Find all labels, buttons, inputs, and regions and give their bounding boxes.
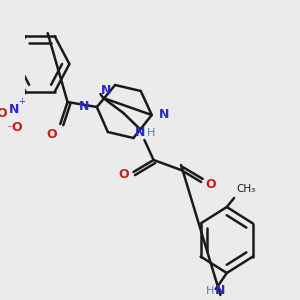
Text: O: O: [11, 121, 22, 134]
Text: N: N: [215, 284, 226, 298]
Text: +: +: [18, 97, 25, 106]
Text: O: O: [206, 178, 216, 190]
Text: O: O: [0, 107, 7, 120]
Text: CH₃: CH₃: [237, 184, 256, 194]
Text: O: O: [118, 167, 129, 181]
Text: O: O: [46, 128, 57, 141]
Text: N: N: [159, 109, 169, 122]
Text: N: N: [79, 100, 89, 113]
Text: ⁻: ⁻: [6, 125, 12, 135]
Text: H: H: [147, 128, 155, 138]
Text: N: N: [135, 127, 145, 140]
Text: N: N: [9, 103, 20, 116]
Text: N: N: [101, 83, 111, 97]
Text: H: H: [206, 286, 214, 296]
